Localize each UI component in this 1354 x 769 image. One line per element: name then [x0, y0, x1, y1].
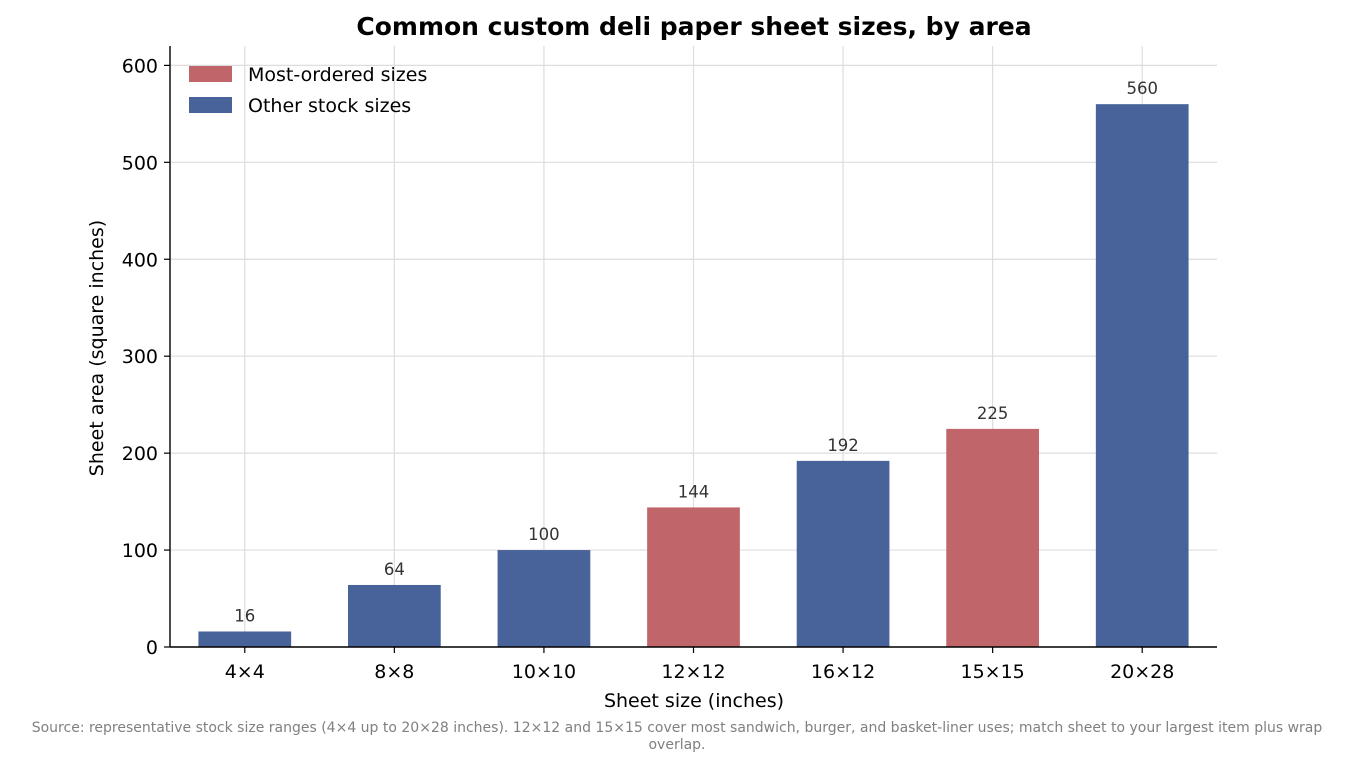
bar-value-label: 16 — [234, 606, 255, 625]
bar-value-label: 560 — [1126, 79, 1158, 98]
y-tick-label: 400 — [122, 249, 158, 271]
y-tick-label: 300 — [122, 346, 158, 368]
legend: Most-ordered sizes Other stock sizes — [189, 64, 427, 117]
x-tick-label: 8×8 — [374, 661, 414, 683]
y-ticks: 0 100 200 300 400 500 600 — [122, 55, 170, 659]
x-tick-label: 4×4 — [225, 661, 265, 683]
bar-2 — [347, 584, 441, 647]
y-axis-label: Sheet area (square inches) — [86, 220, 108, 476]
legend-swatch-most — [189, 66, 232, 82]
legend-swatch-other — [189, 97, 232, 113]
y-tick-label: 500 — [122, 152, 158, 174]
bar-value-label: 144 — [678, 482, 710, 501]
bar-value-label: 100 — [528, 525, 560, 544]
x-tick-label: 16×12 — [811, 661, 875, 683]
x-tick-label: 20×28 — [1110, 661, 1174, 683]
bar-3 — [497, 550, 591, 647]
x-tick-label: 12×12 — [661, 661, 725, 683]
y-tick-label: 0 — [146, 637, 158, 659]
y-tick-label: 600 — [122, 55, 158, 77]
bar-1 — [198, 631, 292, 647]
bars — [198, 104, 1189, 647]
bar-value-label: 225 — [977, 404, 1009, 423]
bar-4 — [647, 507, 740, 647]
source-note: Source: representative stock size ranges… — [0, 720, 1354, 754]
bar-7 — [1095, 104, 1189, 647]
x-tick-label: 10×10 — [512, 661, 576, 683]
y-tick-label: 200 — [122, 443, 158, 465]
x-tick-label: 15×15 — [961, 661, 1025, 683]
chart-title: Common custom deli paper sheet sizes, by… — [356, 12, 1031, 41]
legend-label-most: Most-ordered sizes — [248, 64, 427, 86]
source-note-text: Source: representative stock size ranges… — [31, 720, 1323, 753]
bar-5 — [796, 460, 890, 647]
bar-value-label: 192 — [827, 436, 859, 455]
bar-value-label: 64 — [384, 560, 405, 579]
bar-6 — [946, 428, 1040, 647]
x-ticks: 4×4 8×8 10×10 12×12 16×12 15×15 20×28 — [225, 647, 1174, 683]
data-labels: 16 64 100 144 192 225 560 — [234, 79, 1158, 625]
x-axis-label: Sheet size (inches) — [604, 690, 784, 712]
y-tick-label: 100 — [122, 540, 158, 562]
legend-label-other: Other stock sizes — [248, 95, 411, 117]
chart: 0 100 200 300 400 500 600 4×4 8×8 10×10 12×12 16×1… — [86, 12, 1217, 712]
